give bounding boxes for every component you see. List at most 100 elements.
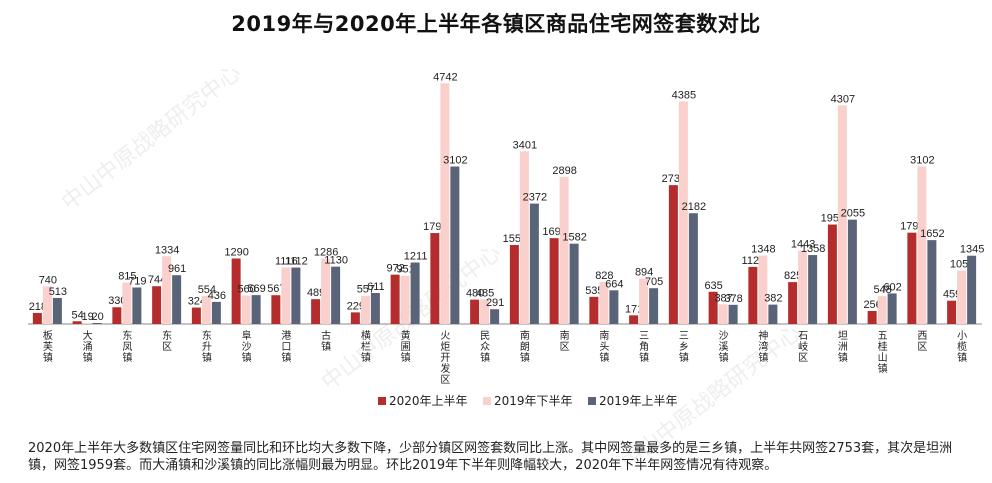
bar (957, 270, 967, 324)
x-tick-label: 黄 (401, 329, 411, 342)
chart-title: 2019年与2020年上半年各镇区商品住宅网签套数对比 (231, 12, 761, 36)
chart-note: 2020年上半年大多数镇区住宅网签量同比和环比均大多数下降，少部分镇区网签套数同… (28, 441, 953, 473)
data-label: 4742 (433, 71, 457, 83)
x-tick-label: 众 (480, 341, 490, 353)
x-tick-label: 镇 (401, 351, 411, 364)
bar (450, 166, 460, 324)
data-label: 54 (72, 309, 84, 321)
x-tick-label: 区 (798, 352, 808, 364)
x-tick-label: 镇 (599, 351, 609, 364)
x-tick-label: 发 (440, 362, 450, 375)
data-label: 1112 (285, 256, 308, 268)
data-label: 387 (714, 292, 732, 304)
data-label: 20 (92, 311, 104, 323)
data-label: 602 (883, 281, 901, 293)
bar (201, 295, 211, 324)
bar (360, 295, 370, 324)
data-label: 815 (118, 271, 136, 283)
x-tick-label: 小 (957, 330, 967, 342)
x-tick-label: 涌 (83, 341, 93, 353)
bar (400, 275, 410, 324)
bar (917, 166, 927, 324)
bar (798, 250, 808, 324)
x-tick-label: 镇 (878, 362, 888, 375)
bar (649, 288, 659, 324)
x-tick-label: 南 (599, 329, 609, 342)
bar (947, 300, 957, 324)
data-label: 825 (784, 270, 802, 282)
bar (172, 275, 182, 324)
x-tick-label: 镇 (83, 351, 93, 364)
bar (132, 287, 142, 324)
bar (509, 245, 519, 324)
bar (549, 238, 559, 324)
bar (728, 304, 738, 324)
bar (887, 293, 897, 324)
x-tick-label: 山 (878, 352, 888, 364)
data-label: 664 (605, 278, 623, 290)
legend-label: 2020年上半年 (389, 394, 468, 408)
data-label: 2055 (841, 208, 865, 220)
x-tick-label: 镇 (520, 351, 530, 364)
data-label: 1116 (275, 255, 298, 267)
data-label: 744 (148, 274, 166, 286)
bar (112, 307, 122, 324)
bar (311, 299, 321, 324)
data-label: 19 (82, 311, 94, 323)
x-tick-label: 镇 (679, 351, 689, 364)
x-tick-label: 镇 (242, 351, 252, 364)
data-label: 4307 (831, 93, 855, 105)
x-tick-label: 五 (878, 331, 888, 342)
bar (430, 233, 440, 324)
data-label: 2898 (552, 165, 576, 177)
x-tick-label: 口 (281, 342, 291, 353)
bar (519, 151, 529, 324)
data-label: 229 (347, 300, 365, 312)
x-tick-label: 镇 (758, 351, 768, 364)
data-label: 557 (357, 284, 375, 296)
data-label: 324 (188, 296, 206, 308)
bar (827, 224, 837, 324)
bar (291, 267, 301, 324)
bar (211, 301, 221, 324)
bar (271, 295, 281, 324)
data-label: 560 (237, 284, 255, 296)
bar (321, 258, 331, 324)
bar (152, 286, 162, 324)
data-label: 489 (307, 287, 325, 299)
x-tick-label: 镇 (361, 351, 371, 364)
data-label: 535 (585, 285, 603, 297)
x-tick-label: 镇 (122, 351, 132, 364)
bar (967, 255, 977, 324)
bar (281, 267, 291, 324)
x-tick-label: 角 (639, 341, 649, 353)
data-label: 218 (29, 301, 47, 313)
bar (678, 101, 688, 324)
x-tick-label: 神 (758, 329, 768, 342)
bar (708, 291, 718, 324)
data-label: 1582 (562, 232, 586, 244)
bar (32, 312, 42, 324)
x-tick-label: 大 (83, 329, 93, 342)
bar (331, 266, 341, 324)
bar (490, 309, 500, 324)
bar (440, 83, 450, 324)
x-tick-label: 升 (202, 341, 212, 353)
x-tick-label: 镇 (202, 351, 212, 364)
data-label: 705 (645, 276, 663, 288)
bar (688, 213, 698, 324)
x-tick-label: 区 (560, 341, 570, 353)
x-tick-label: 阜 (242, 329, 252, 342)
x-tick-label: 东 (162, 329, 172, 342)
data-label: 951 (396, 264, 414, 276)
x-tick-label: 炬 (440, 340, 450, 353)
x-tick-label: 火 (440, 330, 450, 342)
data-label: 961 (168, 263, 186, 275)
x-tick-label: 坦 (838, 329, 848, 342)
bar (718, 304, 728, 324)
data-label: 2182 (682, 201, 706, 213)
x-tick-label: 岐 (798, 340, 808, 353)
data-label: 548 (873, 284, 891, 296)
data-label: 1334 (155, 244, 179, 256)
x-tick-label: 镇 (480, 351, 490, 364)
